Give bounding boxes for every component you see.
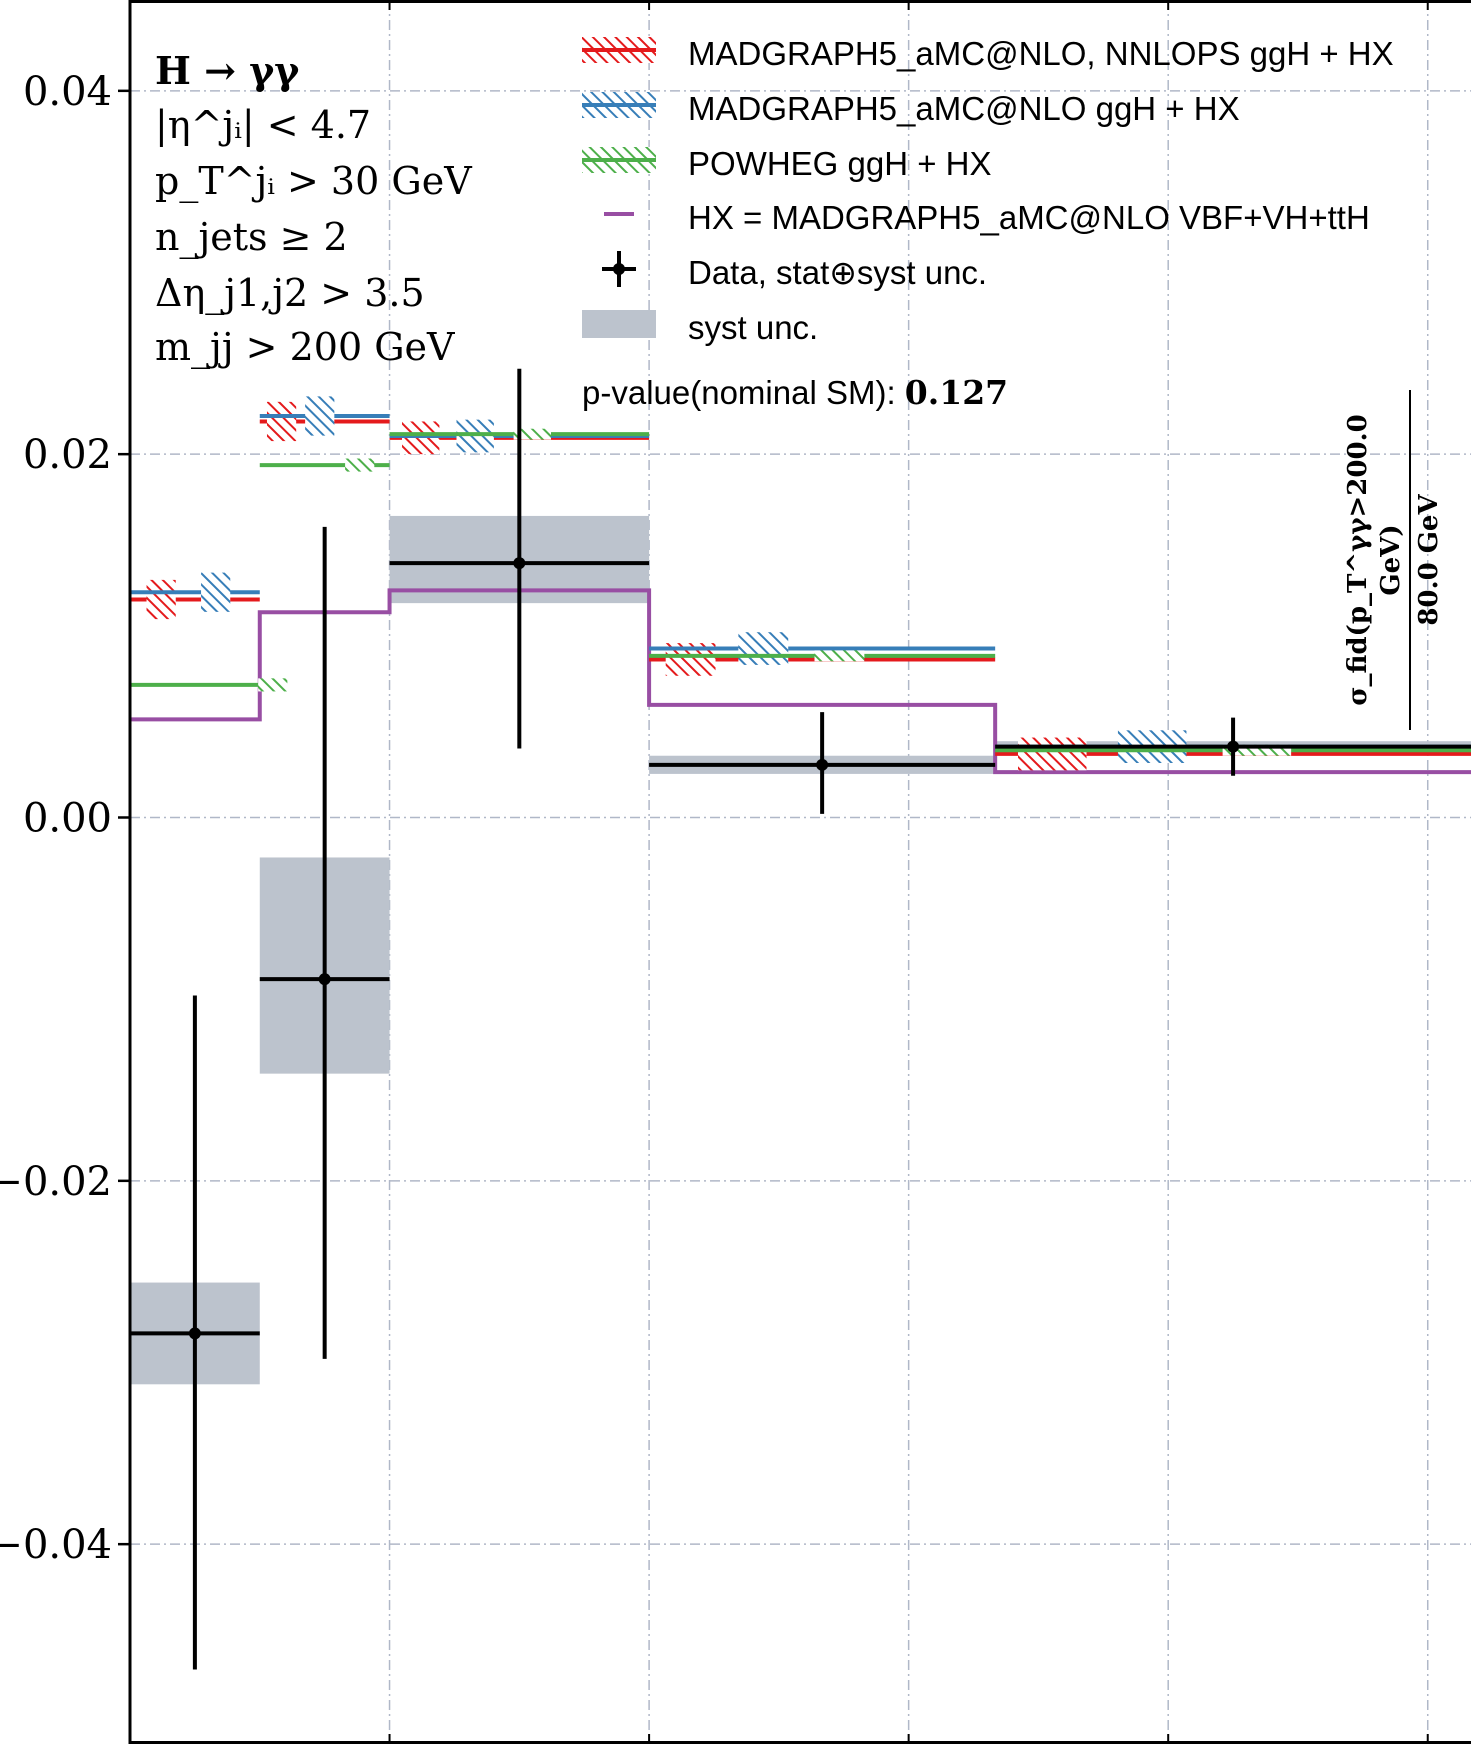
- data-point-3: [816, 758, 829, 771]
- pred-hatch-0-4: [1018, 737, 1087, 771]
- y-tick-label-0: 0.04: [23, 69, 112, 115]
- info-line-deta: Δη_j1,j2 > 3.5: [155, 271, 425, 315]
- y-tick-label-3: −0.02: [0, 1159, 112, 1205]
- pvalue-label: p-value(nominal SM):: [582, 374, 896, 411]
- legend-label-hx: HX = MADGRAPH5_aMC@NLO VBF+VH+ttH: [688, 199, 1370, 236]
- data-point-4: [1227, 740, 1240, 753]
- data-point-2: [513, 557, 526, 570]
- legend-marks: [582, 37, 656, 338]
- info-line-eta: |η^jᵢ| < 4.7: [155, 103, 372, 147]
- pred-hatch-1-1: [305, 396, 335, 436]
- info-line-process: H → γγ: [155, 48, 300, 93]
- pred-hatch-2-0: [258, 678, 288, 692]
- data-point-0: [188, 1327, 201, 1340]
- syst-boxes: [130, 515, 1471, 1385]
- legend-label-powheg: POWHEG ggH + HX: [688, 145, 992, 182]
- pred-hatch-2-3: [814, 650, 865, 662]
- pred-hatch-0-1: [266, 401, 297, 442]
- legend-box-5: [582, 310, 656, 338]
- y-tick-label-2: 0.00: [23, 796, 112, 842]
- pred-hatch-1-0: [201, 572, 231, 612]
- pvalue-annotation: p-value(nominal SM): 0.127: [582, 376, 1008, 409]
- legend-label-syst: syst unc.: [688, 309, 819, 346]
- info-line-pt: p_T^jᵢ > 30 GeV: [155, 159, 472, 203]
- y-tick-label-1: 0.02: [23, 432, 112, 478]
- legend-label-nnlops: MADGRAPH5_aMC@NLO, NNLOPS ggH + HX: [688, 35, 1394, 72]
- info-line-njets: n_jets ≥ 2: [155, 215, 348, 259]
- legend-errorbar-dot: [613, 263, 625, 275]
- legend-label-madgraph: MADGRAPH5_aMC@NLO ggH + HX: [688, 90, 1240, 127]
- data-point-1: [318, 973, 331, 986]
- y-axis-label-numerator: σ_fid(p_T^γγ>200.0 GeV): [1342, 390, 1411, 730]
- pvalue-value: 0.127: [904, 373, 1009, 412]
- y-tick-label-4: −0.04: [0, 1522, 112, 1568]
- legend-label-data: Data, stat⊕syst unc.: [688, 254, 988, 291]
- pred-hatch-1-3: [738, 632, 789, 665]
- y-axis-label-denominator: 80.0 GeV: [1414, 494, 1444, 626]
- data-layer: [130, 368, 1471, 1670]
- pred-hatch-2-1: [345, 458, 375, 472]
- grid-layer: [130, 0, 1471, 1744]
- pred-hatch-2-2: [513, 428, 551, 440]
- prediction-layer: [130, 396, 1471, 775]
- pred-hatch-2-4: [1222, 744, 1292, 756]
- pred-hatch-0-0: [146, 579, 176, 620]
- info-line-mjj: m_jj > 200 GeV: [155, 325, 455, 369]
- y-axis-label: σ_fid(p_T^γγ>200.0 GeV) 80.0 GeV: [1342, 390, 1444, 730]
